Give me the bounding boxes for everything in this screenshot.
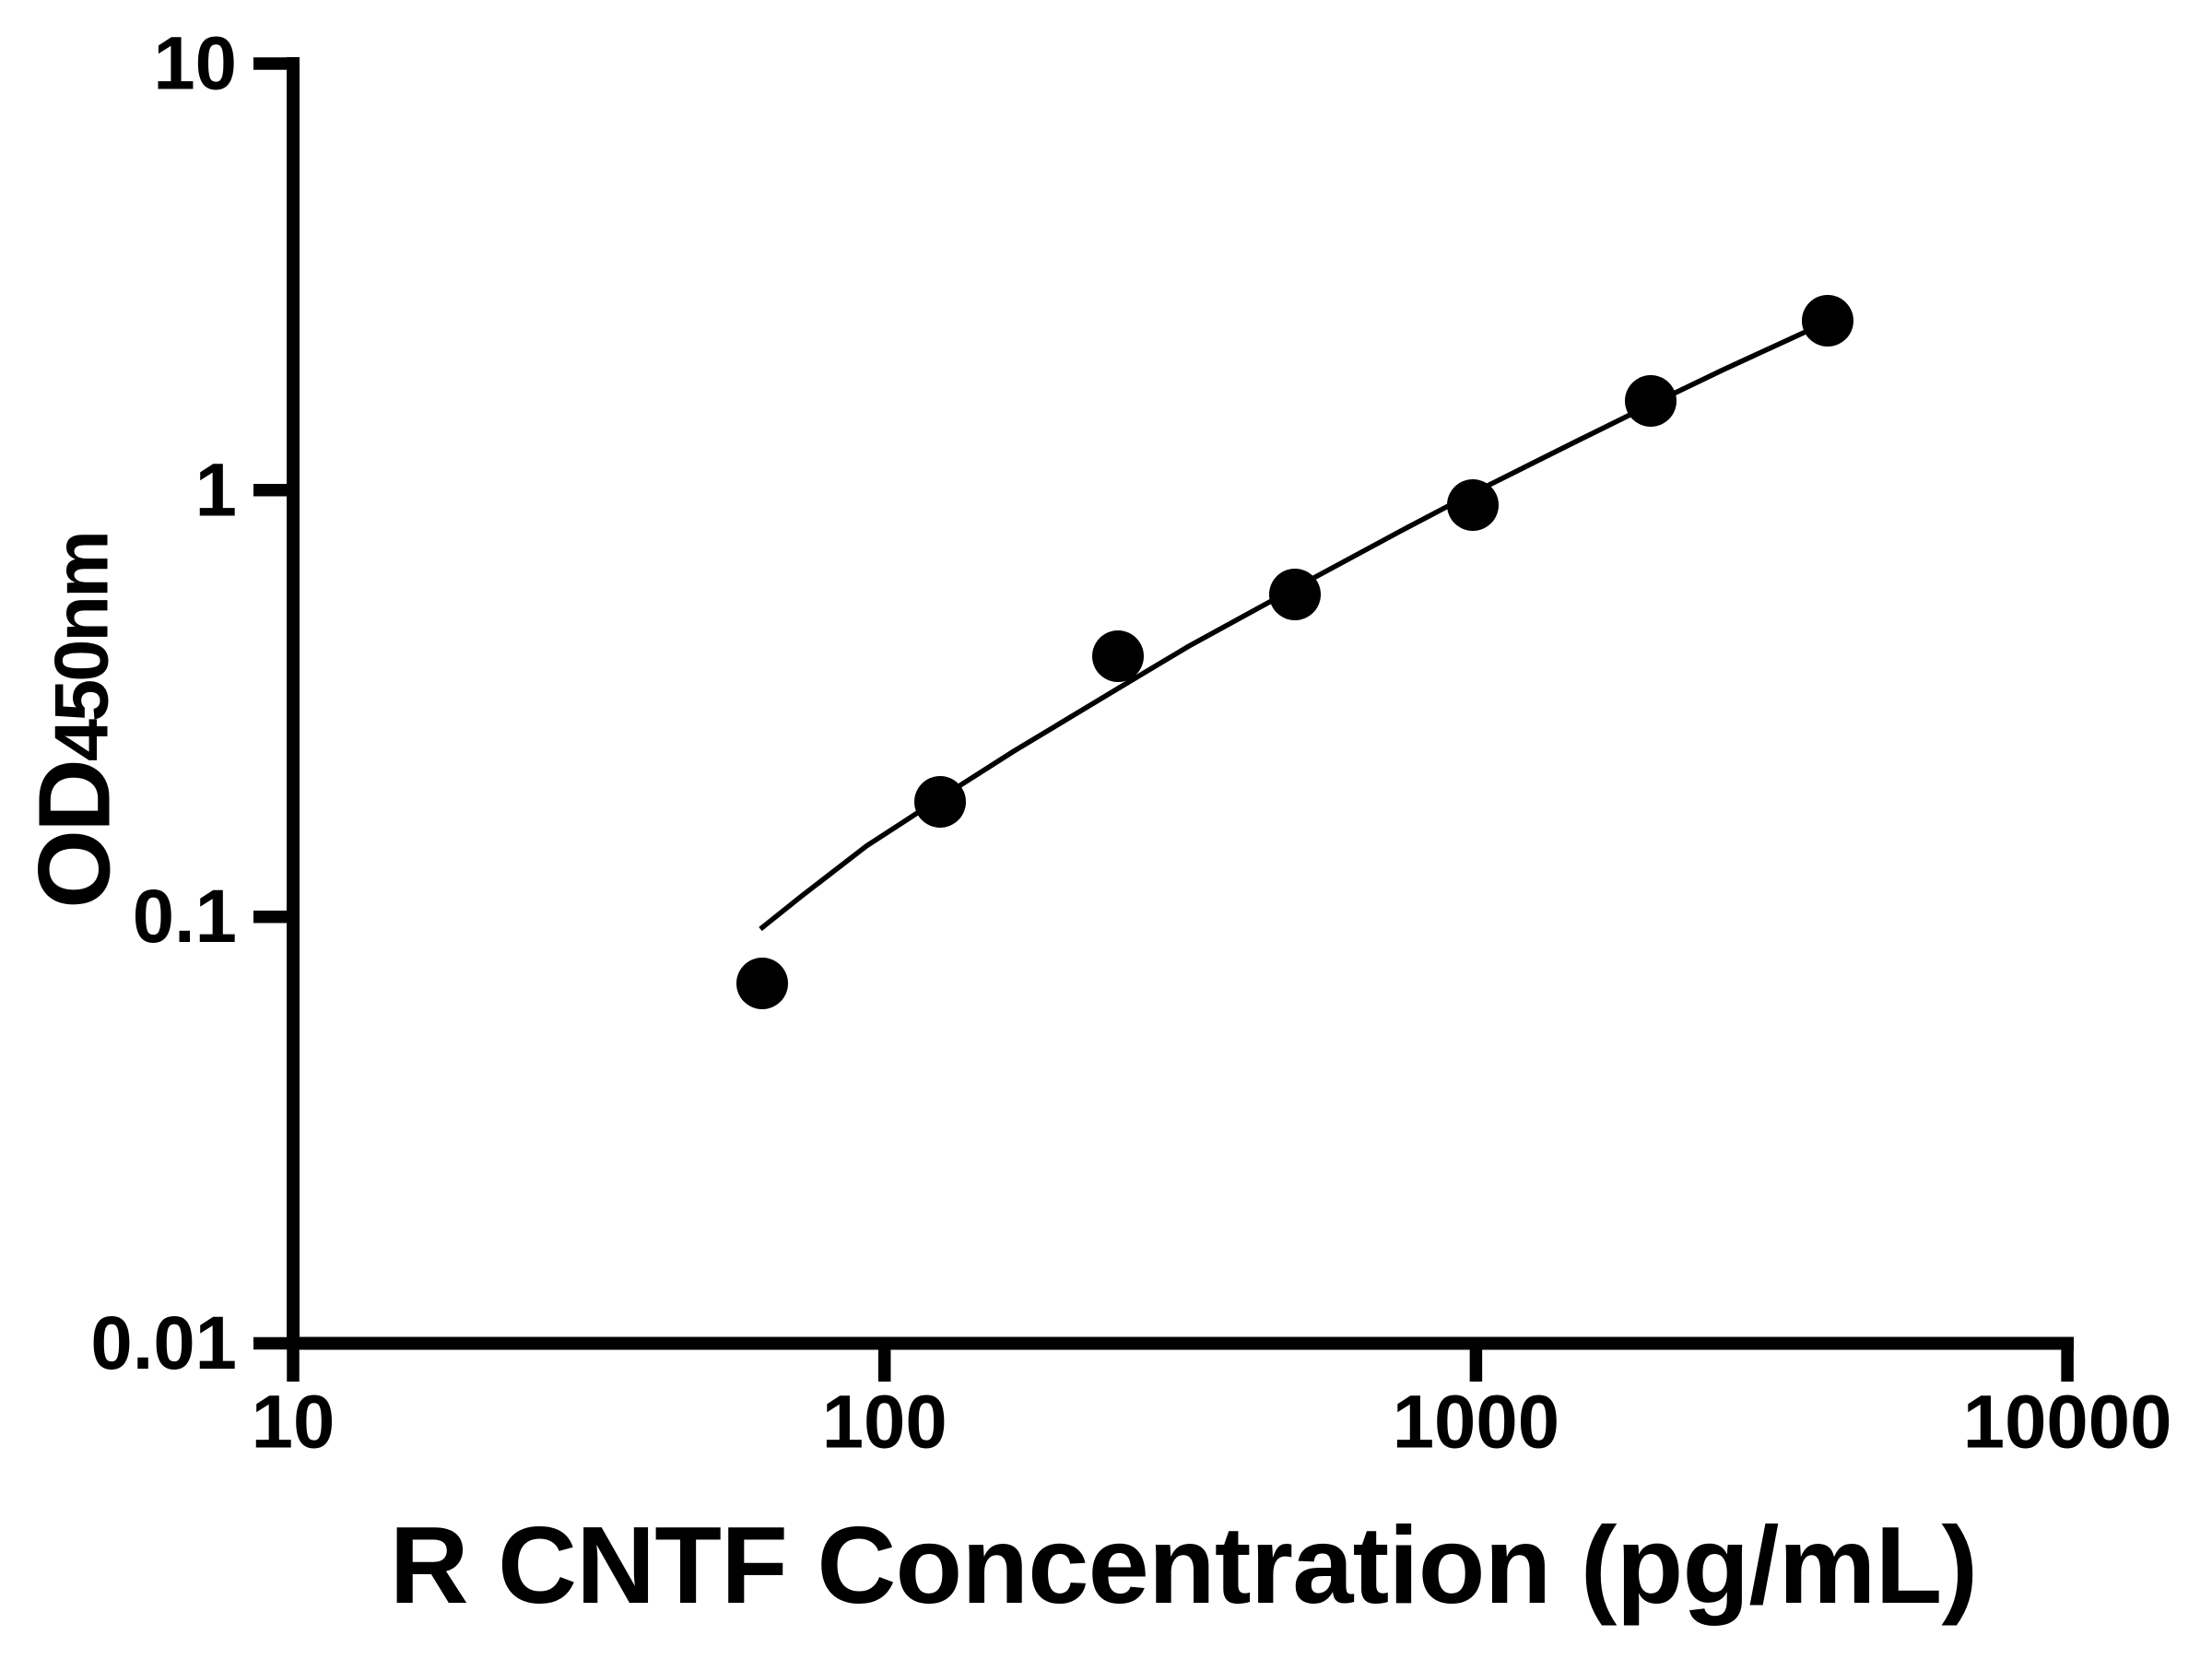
svg-text:10: 10 xyxy=(252,1381,335,1465)
svg-text:10: 10 xyxy=(153,22,237,106)
svg-text:0.1: 0.1 xyxy=(133,875,237,959)
svg-text:1000: 1000 xyxy=(1393,1381,1559,1465)
svg-text:100: 100 xyxy=(822,1381,947,1465)
svg-text:10000: 10000 xyxy=(1963,1381,2172,1465)
svg-text:1: 1 xyxy=(195,448,237,532)
svg-text:R CNTF Concentration (pg/mL): R CNTF Concentration (pg/mL) xyxy=(390,1504,1978,1627)
svg-text:0.01: 0.01 xyxy=(90,1301,237,1385)
